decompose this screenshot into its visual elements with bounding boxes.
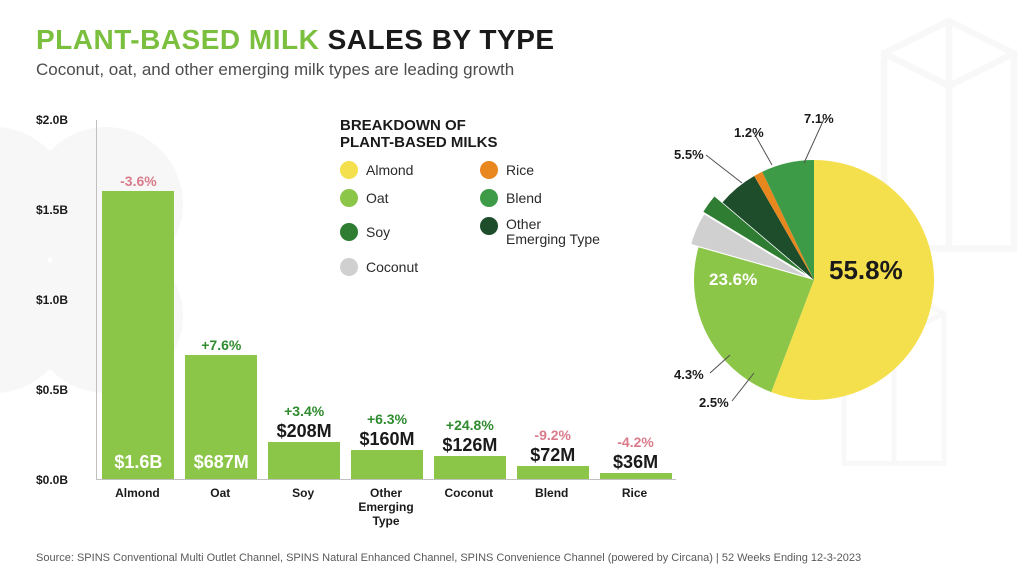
y-axis-tick: $1.5B [36, 203, 68, 217]
legend-title: BREAKDOWN OF PLANT-BASED MILKS [340, 118, 640, 151]
legend-item-blend: Blend [480, 189, 620, 207]
pie-leader [732, 373, 754, 401]
y-axis-tick: $0.5B [36, 383, 68, 397]
bar-growth: -9.2% [534, 427, 571, 443]
bar-amount: $72M [530, 445, 575, 466]
bar-other-emerging-type: +6.3% $160M [351, 411, 423, 479]
legend-swatch [340, 223, 358, 241]
pie-chart: 55.8% 23.6% 4.3% 2.5% 5.5% 1.2% 7.1% [654, 105, 964, 415]
bar-almond: -3.6% $1.6B [102, 173, 174, 479]
legend-swatch [480, 161, 498, 179]
legend-label: Blend [506, 190, 542, 206]
legend-item-soy: Soy [340, 217, 480, 248]
pie-label-blend: 7.1% [804, 111, 834, 126]
legend-swatch [340, 161, 358, 179]
bar-growth: +6.3% [367, 411, 407, 427]
bar-rect [517, 466, 589, 479]
bar-rect: $1.6B [102, 191, 174, 479]
pie-leader [710, 355, 730, 373]
bar-rice: -4.2% $36M [600, 434, 672, 479]
legend-swatch [480, 217, 498, 235]
legend-label: Rice [506, 162, 534, 178]
legend-swatch [340, 189, 358, 207]
pie-label-coconut: 4.3% [674, 367, 704, 382]
y-axis-tick: $2.0B [36, 113, 68, 127]
legend-item-other-emerging-type: OtherEmerging Type [480, 217, 620, 248]
bar-amount: $36M [613, 452, 658, 473]
bar-category-label: Soy [262, 486, 344, 500]
bar-category-label: Rice [594, 486, 676, 500]
subtitle: Coconut, oat, and other emerging milk ty… [36, 60, 988, 80]
pie-label-oat: 23.6% [709, 270, 757, 290]
page-title: PLANT-BASED MILK SALES BY TYPE [36, 24, 988, 56]
pie-label-soy: 2.5% [699, 395, 729, 410]
legend-item-coconut: Coconut [340, 258, 480, 276]
legend-item-oat: Oat [340, 189, 480, 207]
bar-growth: +24.8% [446, 417, 494, 433]
legend-label: Soy [366, 224, 390, 240]
legend-label: OtherEmerging Type [506, 217, 600, 248]
bar-growth: +3.4% [284, 403, 324, 419]
bar-coconut: +24.8% $126M [434, 417, 506, 479]
title-rest: SALES BY TYPE [328, 24, 555, 55]
pie-label-rice: 1.2% [734, 125, 764, 140]
bar-blend: -9.2% $72M [517, 427, 589, 479]
legend-item-almond: Almond [340, 161, 480, 179]
bar-category-label: Blend [511, 486, 593, 500]
bar-category-label: Almond [96, 486, 178, 500]
legend-label: Almond [366, 162, 413, 178]
legend-label: Coconut [366, 259, 418, 275]
source-note: Source: SPINS Conventional Multi Outlet … [36, 552, 988, 564]
title-highlight: PLANT-BASED MILK [36, 24, 319, 55]
y-axis-tick: $1.0B [36, 293, 68, 307]
bar-amount: $687M [194, 452, 249, 473]
bar-amount: $160M [359, 429, 414, 450]
pie-leader [706, 155, 742, 183]
bar-oat: +7.6% $687M [185, 337, 257, 479]
bar-growth: -4.2% [617, 434, 654, 450]
legend-label: Oat [366, 190, 389, 206]
pie-label-other-emerging-type: 5.5% [674, 147, 704, 162]
pie-label-almond: 55.8% [829, 255, 903, 286]
bar-amount: $1.6B [114, 452, 162, 473]
bar-category-label: Oat [179, 486, 261, 500]
legend-swatch [340, 258, 358, 276]
y-axis-tick: $0.0B [36, 473, 68, 487]
bar-rect: $687M [185, 355, 257, 479]
bar-amount: $126M [442, 435, 497, 456]
bar-amount: $208M [277, 421, 332, 442]
bar-rect [268, 442, 340, 479]
legend-swatch [480, 189, 498, 207]
bar-category-label: Other Emerging Type [345, 486, 427, 528]
bar-category-label: Coconut [428, 486, 510, 500]
legend-item-rice: Rice [480, 161, 620, 179]
bar-soy: +3.4% $208M [268, 403, 340, 479]
bar-growth: -3.6% [120, 173, 157, 189]
bar-rect [434, 456, 506, 479]
bar-rect [351, 450, 423, 479]
bar-growth: +7.6% [201, 337, 241, 353]
legend: BREAKDOWN OF PLANT-BASED MILKS Almond Ric… [340, 118, 640, 276]
bar-rect [600, 473, 672, 479]
